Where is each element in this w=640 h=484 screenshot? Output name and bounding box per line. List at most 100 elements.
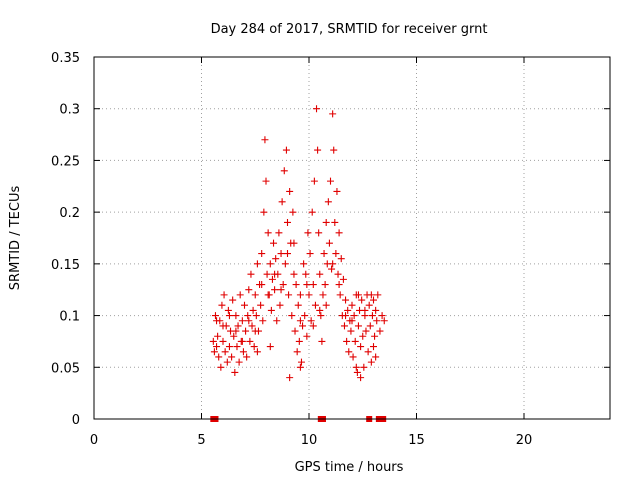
data-point — [247, 270, 255, 278]
data-point — [294, 301, 302, 309]
data-point — [218, 301, 226, 309]
data-point — [362, 327, 370, 335]
data-point — [367, 291, 375, 299]
data-point — [225, 312, 233, 320]
data-point — [311, 301, 319, 309]
data-point — [357, 343, 365, 351]
data-points — [209, 105, 388, 382]
data-point — [350, 312, 358, 320]
data-point — [335, 281, 343, 289]
data-point — [224, 306, 232, 314]
y-tick-label: 0.2 — [59, 206, 80, 221]
data-point — [360, 363, 368, 371]
data-point — [271, 286, 279, 294]
data-point — [357, 374, 365, 382]
data-point — [235, 358, 243, 366]
data-point — [309, 322, 317, 330]
data-point — [284, 250, 291, 258]
data-point — [272, 255, 280, 263]
data-point — [232, 312, 240, 320]
data-point — [238, 317, 246, 325]
data-point — [271, 270, 279, 278]
chart-title: Day 284 of 2017, SRMTID for receiver grn… — [211, 22, 488, 37]
data-point — [332, 250, 340, 258]
data-point — [277, 250, 285, 258]
data-point — [296, 317, 304, 325]
data-point — [308, 208, 316, 216]
data-point — [292, 281, 300, 289]
data-point — [296, 363, 304, 371]
data-point — [322, 218, 330, 226]
data-point — [230, 332, 238, 340]
data-point — [284, 218, 291, 226]
data-point — [252, 312, 260, 320]
data-point — [300, 260, 308, 268]
data-point — [366, 322, 374, 330]
data-point — [281, 260, 289, 268]
data-point — [262, 177, 270, 185]
data-point — [329, 260, 337, 268]
data-point — [266, 343, 274, 351]
data-point — [373, 317, 381, 325]
data-point — [268, 275, 276, 283]
data-point — [270, 239, 278, 247]
data-point — [273, 317, 281, 325]
data-point — [361, 306, 369, 314]
data-point — [318, 337, 326, 345]
data-point — [260, 208, 268, 216]
y-tick-label: 0.15 — [51, 258, 80, 273]
data-point — [306, 250, 314, 258]
plot-frame — [93, 56, 611, 420]
data-point — [290, 239, 298, 247]
data-point — [214, 332, 222, 340]
data-point — [263, 270, 271, 278]
data-point — [348, 317, 356, 325]
data-point — [349, 353, 357, 361]
data-point — [319, 291, 327, 299]
data-point — [303, 281, 311, 289]
data-point — [291, 327, 299, 335]
data-point — [209, 337, 217, 345]
data-point — [336, 291, 344, 299]
data-point — [286, 374, 294, 382]
data-point — [309, 281, 317, 289]
data-point — [367, 358, 375, 366]
data-point — [243, 353, 251, 361]
y-axis-label: SRMTID / TECUs — [8, 186, 23, 291]
data-point — [364, 348, 372, 356]
data-point — [231, 368, 239, 376]
data-point — [258, 250, 266, 258]
data-point — [275, 229, 283, 237]
data-point — [371, 332, 379, 340]
data-point — [368, 312, 376, 320]
data-point — [316, 306, 324, 314]
data-point — [259, 317, 267, 325]
data-point — [242, 327, 250, 335]
data-point — [370, 296, 377, 304]
data-point — [211, 312, 219, 320]
data-point — [234, 322, 242, 330]
data-point — [241, 301, 248, 309]
data-point — [228, 353, 236, 361]
y-tick-label: 0.05 — [51, 361, 80, 376]
data-point — [372, 353, 380, 361]
data-point — [303, 332, 311, 340]
data-point — [296, 291, 304, 299]
data-point — [277, 286, 285, 294]
data-point — [315, 229, 323, 237]
data-point — [297, 358, 305, 366]
data-point — [342, 296, 350, 304]
data-point — [289, 208, 297, 216]
data-point — [276, 301, 284, 309]
data-point — [253, 260, 261, 268]
data-point — [365, 301, 373, 309]
data-point — [331, 218, 339, 226]
data-point — [339, 275, 347, 283]
data-point — [378, 312, 386, 320]
data-point — [321, 281, 329, 289]
data-point — [219, 337, 227, 345]
data-point — [330, 146, 338, 154]
data-point — [248, 322, 256, 330]
data-point — [288, 312, 296, 320]
